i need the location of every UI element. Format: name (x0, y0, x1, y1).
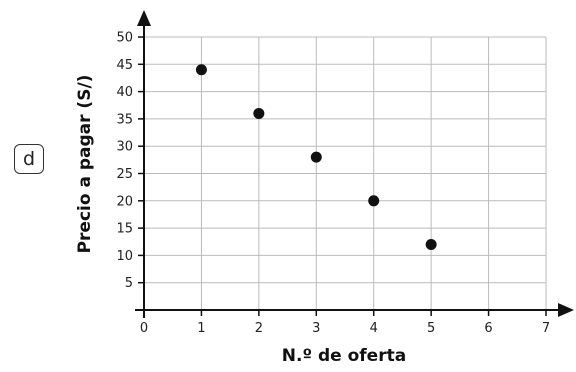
y-tick-label: 40 (116, 85, 133, 100)
data-point (368, 195, 380, 207)
data-point (253, 107, 265, 119)
x-tick-label: 5 (427, 321, 435, 336)
y-tick-label: 15 (116, 222, 133, 237)
data-point (195, 64, 207, 76)
y-tick-label: 10 (116, 249, 133, 264)
y-tick-label: 50 (116, 31, 133, 46)
y-tick-label: 35 (116, 112, 133, 127)
y-tick-label: 20 (116, 194, 133, 209)
exercise-letter-badge: d (14, 144, 44, 174)
x-axis-arrow-icon (558, 303, 574, 317)
x-tick-label: 4 (370, 321, 378, 336)
data-point (310, 151, 322, 163)
x-tick-label: 3 (312, 321, 320, 336)
y-tick-label: 5 (125, 276, 133, 291)
y-tick-label: 45 (116, 58, 133, 73)
data-points (195, 64, 437, 250)
x-tick-label: 6 (484, 321, 492, 336)
x-tick-label: 2 (255, 321, 263, 336)
grid-lines (144, 36, 547, 310)
x-tick-label: 1 (197, 321, 205, 336)
y-tick-label: 25 (116, 167, 133, 182)
x-tick-label: 0 (140, 321, 148, 336)
axes (135, 10, 574, 318)
y-tick-label: 30 (116, 140, 133, 155)
x-tick-label: 7 (542, 321, 550, 336)
data-point (425, 238, 437, 250)
y-axis-arrow-icon (137, 10, 151, 26)
y-axis-title: Precio a pagar (S/) (75, 75, 95, 254)
x-axis-title: N.º de oferta (282, 346, 406, 366)
